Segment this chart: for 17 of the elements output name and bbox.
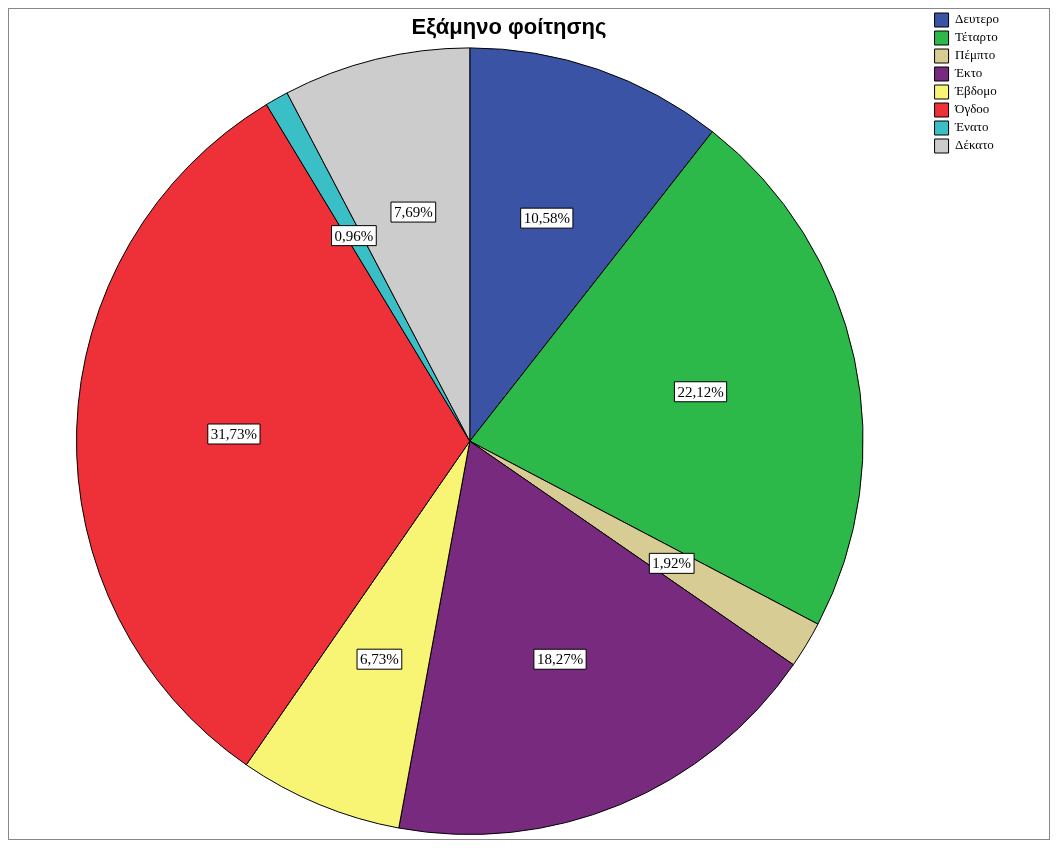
chart-title: Εξάμηνο φοίτησης [411,14,607,40]
data-label: 22,12% [677,383,724,400]
legend-label: Δέκατο [955,137,994,153]
legend-label: Δευτερο [955,11,1000,27]
data-label: 18,27% [536,651,584,668]
legend-label: Ένατο [954,119,989,135]
data-label: 1,92% [652,555,692,572]
legend-label: Έκτο [954,65,983,81]
data-label: 31,73% [210,425,258,442]
legend-label: Πέμπτο [955,47,996,63]
legend-label: Όγδοο [954,101,990,117]
legend-label: Έβδομο [954,83,997,99]
data-label: 0,96% [334,227,374,244]
data-label: 6,73% [360,651,399,668]
data-label: 7,69% [393,204,433,221]
legend-label: Τέταρτο [955,29,998,45]
data-label: 10,58% [523,210,570,227]
